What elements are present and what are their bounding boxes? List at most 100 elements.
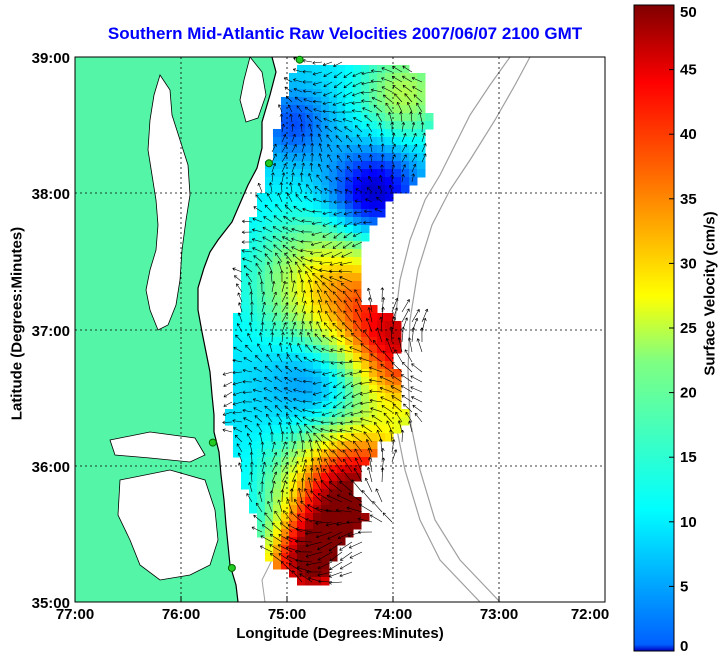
velocity-cell bbox=[233, 369, 242, 378]
velocity-cell bbox=[305, 89, 314, 98]
velocity-cell bbox=[321, 513, 330, 522]
velocity-cell bbox=[329, 313, 338, 322]
velocity-cell bbox=[289, 441, 298, 450]
velocity-cell bbox=[409, 89, 418, 98]
velocity-cell bbox=[305, 113, 314, 122]
velocity-cell bbox=[289, 73, 298, 82]
velocity-cell bbox=[281, 481, 290, 490]
velocity-cell bbox=[249, 393, 258, 402]
velocity-cell bbox=[425, 113, 434, 122]
velocity-cell bbox=[297, 481, 306, 490]
velocity-cell bbox=[305, 153, 314, 162]
velocity-cell bbox=[369, 129, 378, 138]
velocity-cell bbox=[313, 385, 322, 394]
velocity-cell bbox=[273, 161, 282, 170]
velocity-cell bbox=[241, 265, 250, 274]
velocity-cell bbox=[313, 169, 322, 178]
x-tick-label: 72:00 bbox=[571, 606, 609, 623]
velocity-cell bbox=[297, 201, 306, 210]
velocity-cell bbox=[353, 89, 362, 98]
velocity-cell bbox=[361, 369, 370, 378]
velocity-cell bbox=[329, 521, 338, 530]
velocity-cell bbox=[313, 561, 322, 570]
velocity-cell bbox=[305, 81, 314, 90]
velocity-cell bbox=[273, 433, 282, 442]
velocity-cell bbox=[289, 265, 298, 274]
velocity-cell bbox=[305, 481, 314, 490]
velocity-cell bbox=[377, 89, 386, 98]
velocity-cell bbox=[281, 297, 290, 306]
velocity-cell bbox=[273, 553, 282, 562]
velocity-cell bbox=[393, 105, 402, 114]
velocity-cell bbox=[345, 113, 354, 122]
velocity-cell bbox=[281, 329, 290, 338]
velocity-cell bbox=[257, 441, 266, 450]
velocity-cell bbox=[361, 353, 370, 362]
velocity-cell bbox=[345, 521, 354, 530]
velocity-cell bbox=[337, 241, 346, 250]
velocity-cell bbox=[361, 321, 370, 330]
velocity-cell bbox=[361, 433, 370, 442]
velocity-cell bbox=[241, 249, 250, 258]
velocity-cell bbox=[297, 217, 306, 226]
velocity-cell bbox=[321, 545, 330, 554]
velocity-cell bbox=[321, 577, 330, 586]
velocity-cell bbox=[329, 529, 338, 538]
velocity-cell bbox=[417, 73, 426, 82]
velocity-cell bbox=[321, 361, 330, 370]
velocity-cell bbox=[329, 177, 338, 186]
velocity-cell bbox=[321, 73, 330, 82]
velocity-cell bbox=[417, 121, 426, 130]
velocity-cell bbox=[361, 393, 370, 402]
velocity-cell bbox=[337, 185, 346, 194]
velocity-cell bbox=[385, 425, 394, 434]
velocity-cell bbox=[249, 289, 258, 298]
velocity-cell bbox=[369, 89, 378, 98]
velocity-cell bbox=[393, 161, 402, 170]
velocity-cell bbox=[329, 145, 338, 154]
velocity-cell bbox=[353, 153, 362, 162]
velocity-cell bbox=[369, 217, 378, 226]
velocity-cell bbox=[265, 401, 274, 410]
velocity-cell bbox=[273, 489, 282, 498]
velocity-cell bbox=[265, 289, 274, 298]
velocity-cell bbox=[353, 441, 362, 450]
velocity-cell bbox=[353, 121, 362, 130]
velocity-cell bbox=[241, 281, 250, 290]
velocity-cell bbox=[265, 249, 274, 258]
velocity-cell bbox=[321, 489, 330, 498]
velocity-cell bbox=[353, 353, 362, 362]
velocity-cell bbox=[313, 369, 322, 378]
velocity-cell bbox=[385, 89, 394, 98]
velocity-cell bbox=[345, 385, 354, 394]
velocity-cell bbox=[353, 241, 362, 250]
velocity-cell bbox=[313, 497, 322, 506]
velocity-cell bbox=[289, 89, 298, 98]
x-tick-label: 77:00 bbox=[56, 606, 94, 623]
velocity-cell bbox=[353, 273, 362, 282]
velocity-cell bbox=[305, 281, 314, 290]
velocity-cell bbox=[329, 481, 338, 490]
velocity-cell bbox=[297, 545, 306, 554]
x-tick-label: 73:00 bbox=[480, 606, 518, 623]
velocity-cell bbox=[337, 89, 346, 98]
velocity-cell bbox=[257, 529, 266, 538]
velocity-cell bbox=[337, 537, 346, 546]
velocity-cell bbox=[257, 377, 266, 386]
velocity-cell bbox=[401, 73, 410, 82]
velocity-cell bbox=[257, 209, 266, 218]
velocity-cell bbox=[257, 313, 266, 322]
velocity-cell bbox=[377, 121, 386, 130]
velocity-cell bbox=[281, 337, 290, 346]
velocity-cell bbox=[257, 457, 266, 466]
velocity-cell bbox=[313, 457, 322, 466]
velocity-cell bbox=[401, 129, 410, 138]
velocity-cell bbox=[265, 497, 274, 506]
velocity-cell bbox=[329, 233, 338, 242]
velocity-cell bbox=[393, 425, 402, 434]
y-tick-label: 35:00 bbox=[32, 595, 70, 612]
velocity-cell bbox=[369, 361, 378, 370]
velocity-cell bbox=[297, 225, 306, 234]
velocity-cell bbox=[233, 409, 242, 418]
velocity-cell bbox=[337, 305, 346, 314]
